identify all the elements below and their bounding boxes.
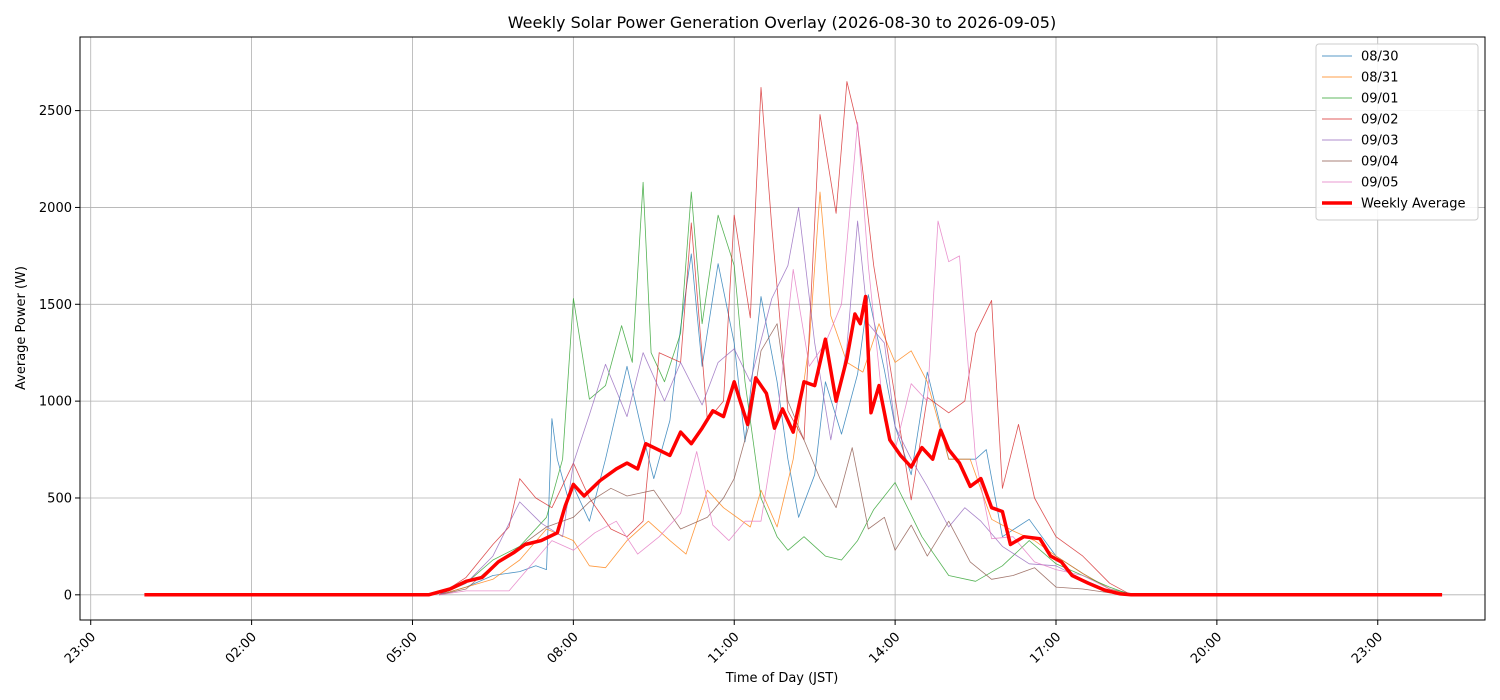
y-axis-title: Average Power (W) bbox=[14, 266, 29, 390]
series-line-09-05 bbox=[439, 121, 1126, 596]
legend-label: 09/01 bbox=[1361, 92, 1398, 107]
y-axis-ticks: 0 500 1000 1500 2000 2500 bbox=[39, 104, 80, 603]
y-tick-label: 1000 bbox=[39, 395, 72, 410]
legend-label: 09/02 bbox=[1361, 113, 1398, 128]
legend-label: 08/31 bbox=[1361, 71, 1398, 86]
series-line-09-02 bbox=[439, 81, 1132, 596]
y-tick-label: 0 bbox=[64, 588, 72, 603]
y-tick-label: 2500 bbox=[39, 104, 72, 119]
y-tick-label: 500 bbox=[47, 491, 72, 506]
legend-label: 09/05 bbox=[1361, 176, 1398, 191]
legend-label: 08/30 bbox=[1361, 50, 1398, 65]
plot-frame bbox=[79, 36, 1486, 621]
legend-label: 09/04 bbox=[1361, 155, 1398, 170]
series-line-08-30 bbox=[439, 253, 1137, 596]
legend-box bbox=[1315, 43, 1479, 221]
y-tick-label: 2000 bbox=[39, 201, 72, 216]
x-axis-title: Time of Day (JST) bbox=[725, 671, 839, 686]
series-line-09-03 bbox=[439, 206, 1126, 596]
legend-label: Weekly Average bbox=[1361, 197, 1465, 212]
y-tick-label: 1500 bbox=[39, 298, 72, 313]
series-lines bbox=[144, 81, 1443, 597]
chart-title: Weekly Solar Power Generation Overlay (2… bbox=[508, 13, 1056, 32]
legend-label: 09/03 bbox=[1361, 134, 1398, 149]
series-line-weekly-average bbox=[144, 294, 1443, 597]
series-line-09-01 bbox=[439, 181, 1132, 596]
legend: 08/30 08/31 09/01 09/02 09/03 09/04 09/05 Weekl… bbox=[1315, 43, 1479, 221]
